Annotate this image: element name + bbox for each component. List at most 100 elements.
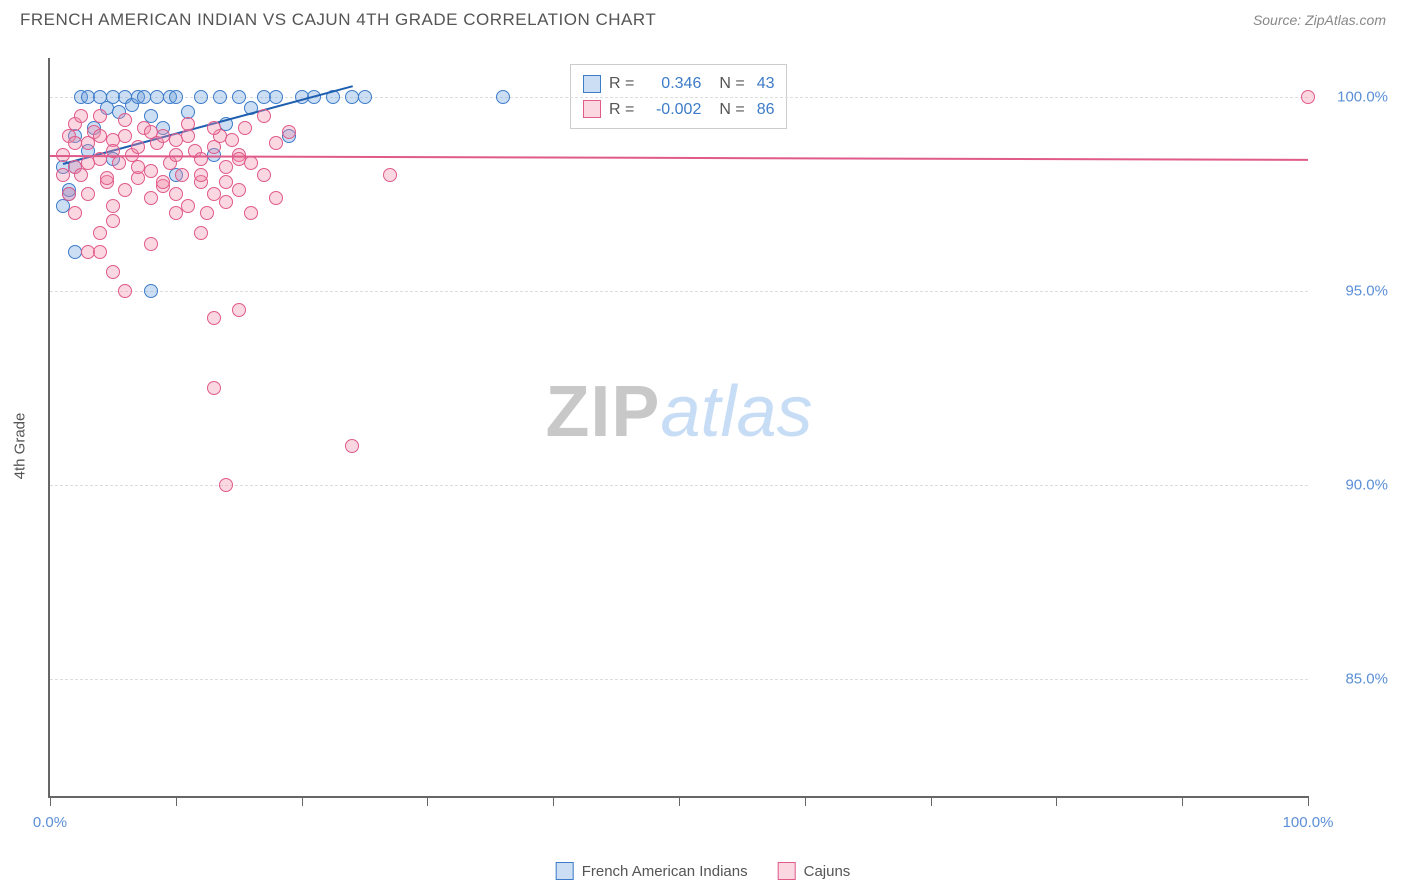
scatter-point <box>232 303 246 317</box>
scatter-point <box>181 129 195 143</box>
xtick-label: 100.0% <box>1283 814 1334 831</box>
scatter-point <box>194 152 208 166</box>
gridline <box>50 679 1308 680</box>
scatter-point <box>144 191 158 205</box>
scatter-point <box>118 129 132 143</box>
scatter-point <box>144 284 158 298</box>
scatter-point <box>93 152 107 166</box>
scatter-point <box>219 478 233 492</box>
scatter-point <box>68 136 82 150</box>
chart-title: FRENCH AMERICAN INDIAN VS CAJUN 4TH GRAD… <box>20 10 656 30</box>
scatter-point <box>74 109 88 123</box>
scatter-point <box>175 168 189 182</box>
scatter-point <box>169 90 183 104</box>
xtick <box>176 796 177 806</box>
xtick <box>1056 796 1057 806</box>
n-value-2: 86 <box>757 97 775 123</box>
legend-row-series2: R = -0.002 N = 86 <box>583 97 774 123</box>
gridline <box>50 291 1308 292</box>
gridline <box>50 485 1308 486</box>
scatter-point <box>56 168 70 182</box>
xtick <box>50 796 51 806</box>
scatter-point <box>106 265 120 279</box>
scatter-point <box>232 183 246 197</box>
r-label-2: R = <box>609 97 634 123</box>
scatter-point <box>106 214 120 228</box>
scatter-point <box>194 168 208 182</box>
scatter-point <box>169 187 183 201</box>
watermark-atlas: atlas <box>660 372 812 452</box>
bottom-swatch-2 <box>778 862 796 880</box>
watermark: ZIPatlas <box>545 371 812 453</box>
scatter-point <box>156 175 170 189</box>
scatter-point <box>106 199 120 213</box>
scatter-point <box>358 90 372 104</box>
scatter-point <box>257 109 271 123</box>
n-label-1: N = <box>719 71 744 97</box>
scatter-point <box>131 160 145 174</box>
scatter-point <box>144 237 158 251</box>
scatter-point <box>269 191 283 205</box>
watermark-zip: ZIP <box>545 372 660 452</box>
scatter-point <box>282 125 296 139</box>
xtick <box>679 796 680 806</box>
bottom-label-2: Cajuns <box>804 863 851 880</box>
scatter-point <box>200 206 214 220</box>
scatter-point <box>213 90 227 104</box>
scatter-point <box>118 113 132 127</box>
scatter-point <box>62 187 76 201</box>
scatter-point <box>219 160 233 174</box>
scatter-point <box>118 183 132 197</box>
scatter-point <box>345 439 359 453</box>
scatter-point <box>93 245 107 259</box>
scatter-point <box>257 168 271 182</box>
r-value-2: -0.002 <box>646 97 701 123</box>
scatter-point <box>238 121 252 135</box>
xtick <box>553 796 554 806</box>
scatter-point <box>93 129 107 143</box>
bottom-swatch-1 <box>556 862 574 880</box>
xtick <box>1308 796 1309 806</box>
ytick-label: 90.0% <box>1318 477 1388 494</box>
bottom-legend-item-2: Cajuns <box>778 862 851 880</box>
scatter-point <box>219 175 233 189</box>
bottom-legend: French American Indians Cajuns <box>556 862 851 880</box>
scatter-point <box>269 136 283 150</box>
scatter-point <box>100 171 114 185</box>
scatter-point <box>244 156 258 170</box>
r-value-1: 0.346 <box>646 71 701 97</box>
header: FRENCH AMERICAN INDIAN VS CAJUN 4TH GRAD… <box>0 0 1406 30</box>
scatter-point <box>232 152 246 166</box>
scatter-point <box>68 206 82 220</box>
ytick-label: 95.0% <box>1318 283 1388 300</box>
scatter-point <box>194 90 208 104</box>
xtick <box>805 796 806 806</box>
scatter-point <box>219 195 233 209</box>
scatter-point <box>194 226 208 240</box>
scatter-point <box>144 164 158 178</box>
scatter-point <box>207 381 221 395</box>
scatter-point <box>232 90 246 104</box>
scatter-point <box>1301 90 1315 104</box>
scatter-point <box>81 156 95 170</box>
xtick <box>427 796 428 806</box>
legend-row-series1: R = 0.346 N = 43 <box>583 71 774 97</box>
legend-swatch-series1 <box>583 75 601 93</box>
xtick <box>1182 796 1183 806</box>
ytick-label: 100.0% <box>1318 88 1388 105</box>
xtick <box>302 796 303 806</box>
scatter-point <box>383 168 397 182</box>
y-axis-label: 4th Grade <box>12 413 29 480</box>
scatter-point <box>181 199 195 213</box>
chart-plot-area: ZIPatlas R = 0.346 N = 43 R = -0.002 N =… <box>48 58 1308 798</box>
ytick-label: 85.0% <box>1318 671 1388 688</box>
r-label-1: R = <box>609 71 634 97</box>
bottom-label-1: French American Indians <box>582 863 748 880</box>
scatter-point <box>244 206 258 220</box>
scatter-point <box>93 226 107 240</box>
scatter-point <box>118 284 132 298</box>
scatter-point <box>496 90 510 104</box>
scatter-point <box>207 311 221 325</box>
scatter-point <box>225 133 239 147</box>
scatter-point <box>93 109 107 123</box>
